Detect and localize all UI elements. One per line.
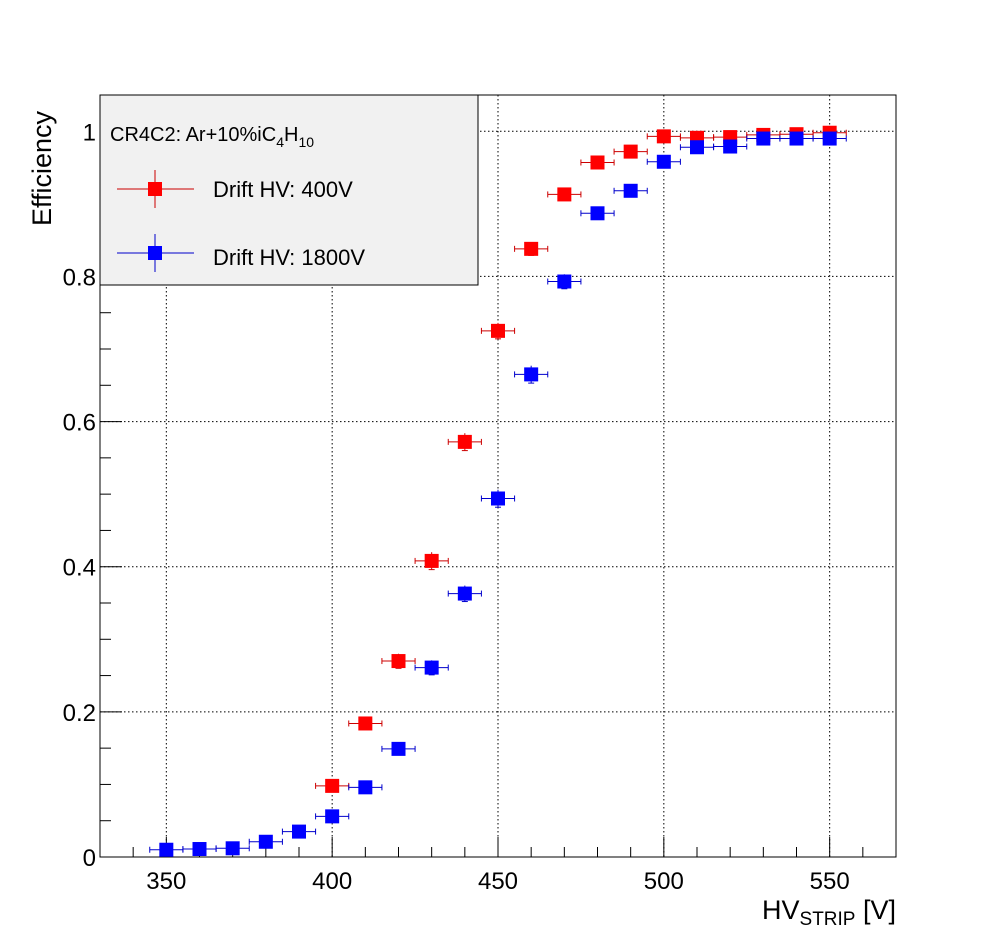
x-tick-label: 400 bbox=[312, 868, 352, 895]
x-axis-title: HVSTRIP [V] bbox=[762, 895, 896, 930]
x-tick-label: 350 bbox=[146, 868, 186, 895]
x-tick-label: 450 bbox=[478, 868, 518, 895]
y-tick-label: 0.6 bbox=[63, 410, 96, 437]
legend: CR4C2: Ar+10%iC4H10 Drift HV: 400V Drift… bbox=[99, 94, 479, 286]
data-points bbox=[149, 125, 847, 857]
data-point bbox=[325, 778, 340, 793]
data-point bbox=[590, 206, 605, 221]
data-point bbox=[192, 842, 207, 857]
data-point bbox=[590, 155, 605, 170]
data-point bbox=[656, 154, 671, 169]
data-point bbox=[524, 241, 539, 256]
data-point bbox=[557, 187, 572, 202]
data-point bbox=[159, 842, 174, 857]
y-tick-label: 0.8 bbox=[63, 264, 96, 291]
x-axis-title-main: HV bbox=[762, 895, 800, 925]
data-point bbox=[258, 834, 273, 849]
legend-entry-series-2: Drift HV: 1800V bbox=[117, 234, 365, 272]
y-tick-label: 1 bbox=[83, 119, 96, 146]
x-tick-label: 500 bbox=[644, 868, 684, 895]
data-point bbox=[424, 553, 439, 568]
data-point bbox=[690, 140, 704, 155]
data-point bbox=[789, 131, 804, 146]
legend-label-series-2: Drift HV: 1800V bbox=[213, 245, 365, 270]
data-point bbox=[424, 660, 439, 675]
data-point bbox=[524, 367, 539, 382]
data-point bbox=[325, 809, 340, 824]
legend-marker-series-1 bbox=[148, 182, 162, 196]
legend-header-sub1: 4 bbox=[276, 134, 284, 150]
legend-header-sub2: 10 bbox=[298, 134, 314, 150]
legend-entry-series-1: Drift HV: 400V bbox=[117, 170, 353, 208]
data-point bbox=[457, 434, 472, 449]
data-point bbox=[491, 491, 505, 506]
data-point bbox=[623, 144, 638, 159]
data-point bbox=[623, 183, 638, 198]
y-tick-label: 0.4 bbox=[63, 555, 96, 582]
x-tick-label: 550 bbox=[810, 868, 850, 895]
data-point bbox=[358, 780, 373, 795]
x-axis-title-unit: [V] bbox=[855, 895, 896, 925]
data-point bbox=[292, 824, 306, 839]
data-point bbox=[756, 131, 771, 146]
y-tick-label: 0.2 bbox=[63, 700, 96, 727]
data-point bbox=[656, 129, 671, 144]
data-point bbox=[723, 139, 738, 154]
legend-label-series-1: Drift HV: 400V bbox=[213, 177, 353, 202]
legend-header-mid: H bbox=[284, 124, 298, 146]
legend-header-main: CR4C2: Ar+10%iC bbox=[110, 124, 276, 146]
x-axis-title-sub: STRIP bbox=[800, 909, 856, 930]
data-point bbox=[225, 841, 240, 856]
data-point bbox=[358, 716, 373, 731]
y-tick-label: 0 bbox=[83, 845, 96, 872]
data-point bbox=[822, 131, 837, 146]
y-axis-title: Efficiency bbox=[27, 110, 57, 226]
data-point bbox=[457, 586, 472, 601]
legend-marker-series-2 bbox=[148, 246, 162, 260]
data-point bbox=[391, 654, 406, 669]
data-point bbox=[557, 274, 572, 289]
data-point bbox=[491, 323, 505, 338]
legend-header: CR4C2: Ar+10%iC4H10 bbox=[110, 124, 314, 150]
tick-labels: 350 400 450 500 550 0 0.2 0.4 0.6 0.8 1 bbox=[63, 119, 850, 895]
series-2 bbox=[149, 131, 847, 857]
data-point bbox=[391, 741, 406, 756]
